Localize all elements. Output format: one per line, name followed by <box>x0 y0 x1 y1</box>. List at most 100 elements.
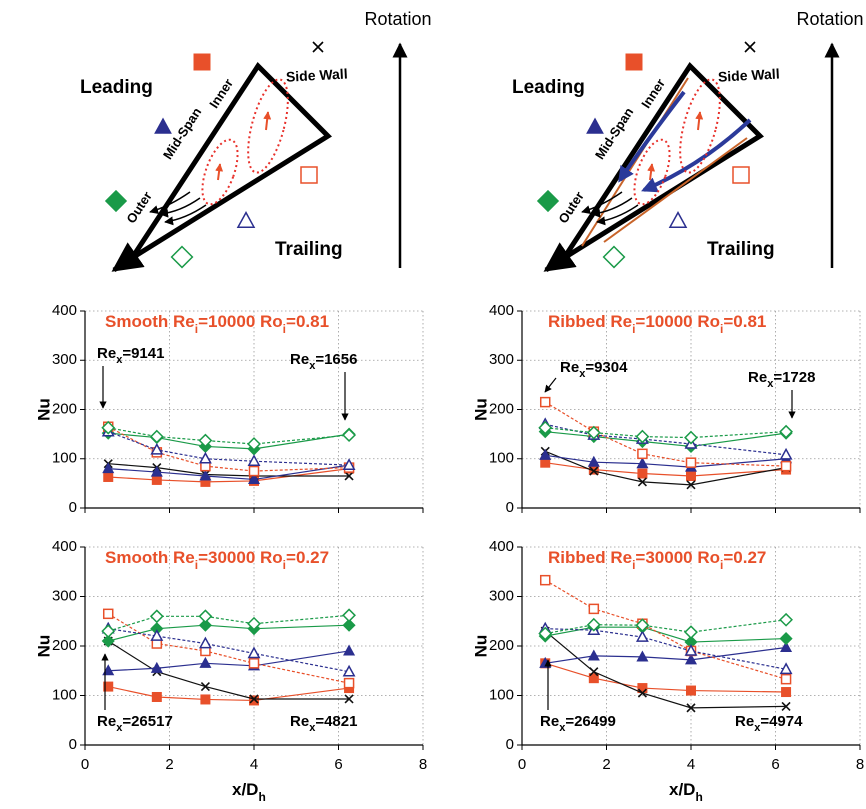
data-point <box>342 458 356 470</box>
data-point <box>101 624 116 639</box>
chart-title-part: i <box>283 322 286 336</box>
outer-label: Outer <box>555 189 586 226</box>
rotation-label: Rotation <box>796 9 863 29</box>
data-point <box>199 656 212 668</box>
annotation-part: x <box>116 722 123 734</box>
data-point <box>103 681 114 692</box>
trailing-label: Trailing <box>707 239 775 260</box>
vortex <box>201 138 239 206</box>
annotation: Rex=9141 <box>97 345 164 366</box>
x-axis-label-part: h <box>695 790 702 804</box>
annotation-part: x <box>579 368 586 380</box>
data-point <box>589 466 599 476</box>
duct-outline <box>561 62 764 261</box>
data-point <box>636 650 649 662</box>
data-point <box>779 447 793 460</box>
annotation-part: x <box>754 722 761 734</box>
data-point <box>343 644 356 656</box>
y-tick-label: 100 <box>52 450 77 467</box>
annotation-part: x <box>309 722 316 734</box>
annotation-part: Re <box>540 713 559 730</box>
data-point <box>538 626 553 641</box>
annotation-part: =26499 <box>565 713 615 730</box>
y-tick-label: 300 <box>489 587 514 604</box>
location-symbol <box>744 41 756 53</box>
y-tick-label: 200 <box>52 400 77 417</box>
data-point <box>151 691 162 702</box>
series-line <box>544 630 787 709</box>
annotation: Rex=1728 <box>748 369 815 390</box>
chart-title-part: Ribbed Re <box>548 312 632 331</box>
location-symbol <box>602 245 626 269</box>
y-tick-label: 0 <box>69 736 77 753</box>
y-tick-label: 0 <box>506 499 514 516</box>
data-point <box>589 667 599 677</box>
annotation: Rex=26517 <box>97 713 173 734</box>
y-tick-label: 100 <box>489 686 514 703</box>
annotation-part: x <box>559 722 566 734</box>
location-symbol <box>732 166 750 184</box>
annotation-part: Re <box>97 345 116 362</box>
data-point <box>342 608 356 623</box>
x-tick-label: 2 <box>602 756 610 773</box>
annotation: Rex=9304 <box>560 359 628 380</box>
data-point <box>247 646 261 659</box>
duct-tip-arrow <box>543 242 577 273</box>
data-point <box>538 420 553 435</box>
data-point <box>198 451 212 464</box>
data-point <box>685 457 697 468</box>
series-line <box>107 640 350 700</box>
series-line <box>107 426 350 472</box>
annotation-part: Re <box>735 713 754 730</box>
data-point <box>539 396 551 408</box>
y-tick-label: 100 <box>52 686 77 703</box>
chart-title-part: Smooth Re <box>105 548 195 567</box>
series-line <box>108 628 350 673</box>
data-point <box>198 609 213 624</box>
data-point <box>150 465 163 477</box>
corner-flow <box>581 191 623 214</box>
annotation-part: =4974 <box>760 713 803 730</box>
chart-title-part: =0.81 <box>723 312 766 331</box>
data-point <box>684 430 698 445</box>
data-point <box>637 448 648 460</box>
x-axis-label: x/Dh <box>669 780 703 804</box>
corner-flow <box>164 204 207 226</box>
data-point <box>248 465 260 477</box>
y-axis-label: Nu <box>471 398 490 421</box>
chart-title-part: =0.27 <box>723 548 766 567</box>
location-symbol <box>668 211 688 229</box>
data-point <box>198 636 212 649</box>
data-point <box>779 612 793 627</box>
leading-label: Leading <box>512 77 585 98</box>
series-line <box>545 423 787 456</box>
chart-title: Smooth Rei=30000 Roi=0.27 <box>105 548 329 572</box>
data-point <box>343 677 355 689</box>
series-line <box>108 432 350 450</box>
data-point <box>151 474 162 485</box>
y-tick-label: 200 <box>489 637 514 654</box>
data-point <box>247 616 261 631</box>
location-symbol <box>154 117 172 134</box>
rib-line <box>581 77 689 247</box>
data-point <box>586 617 601 632</box>
data-point <box>686 703 696 713</box>
x-tick-label: 8 <box>856 756 864 773</box>
annotation-arrow <box>544 377 557 393</box>
data-point <box>635 630 649 642</box>
data-point <box>102 664 115 676</box>
data-point <box>249 694 259 704</box>
data-point <box>635 618 650 633</box>
rotation-label: Rotation <box>364 9 431 29</box>
series-line <box>108 624 350 642</box>
y-tick-label: 300 <box>489 351 514 368</box>
series-line <box>108 464 350 481</box>
annotation-part: x <box>767 378 774 390</box>
chart-title: Ribbed Rei=10000 Roi=0.81 <box>548 312 766 336</box>
chart-title-part: =10000 Ro <box>198 312 283 331</box>
data-point <box>780 673 792 685</box>
data-point <box>588 603 600 615</box>
data-point <box>344 694 354 704</box>
annotation-part: =9304 <box>585 359 628 376</box>
